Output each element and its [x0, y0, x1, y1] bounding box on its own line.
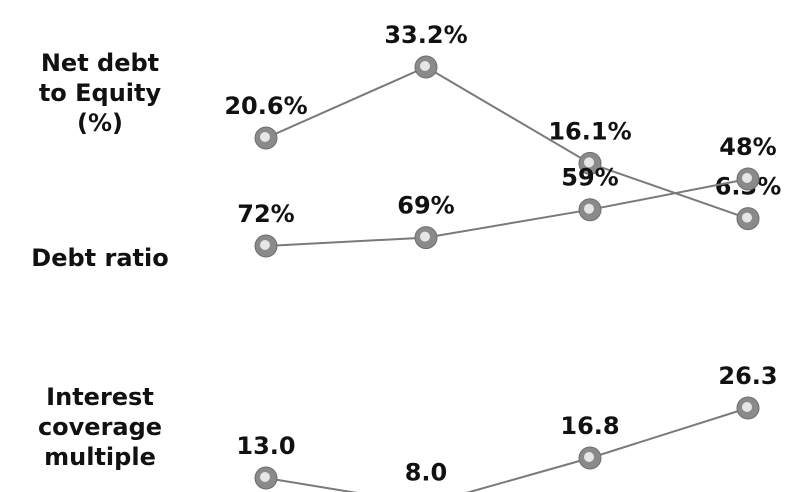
- data-label-net-debt-to-equity-1: 33.2%: [384, 21, 467, 49]
- data-point-highlight-debt-ratio-1: [420, 231, 430, 242]
- data-label-interest-coverage-2: 16.8: [560, 412, 619, 440]
- data-point-highlight-interest-coverage-3: [742, 402, 752, 412]
- series-line-net-debt-to-equity: [265, 65, 749, 220]
- data-point-highlight-interest-coverage-0: [260, 472, 270, 482]
- data-label-interest-coverage-1: 8.0: [405, 458, 448, 486]
- data-label-debt-ratio-2: 59%: [561, 164, 618, 192]
- data-point-highlight-net-debt-to-equity-3: [742, 212, 752, 223]
- data-label-interest-coverage-3: 26.3: [718, 362, 777, 390]
- row-label-interest-coverage: Interest coverage multiple: [37, 383, 163, 471]
- row-label-net-debt-to-equity: Net debt to Equity (%): [38, 49, 162, 137]
- series-interest-coverage: 13.0 8.0 16.8 26.3: [236, 362, 778, 492]
- data-point-highlight-net-debt-to-equity-0: [260, 132, 270, 142]
- data-point-highlight-net-debt-to-equity-2: [584, 157, 594, 168]
- data-point-highlight-interest-coverage-2: [584, 452, 594, 462]
- data-point-highlight-net-debt-to-equity-1: [420, 61, 430, 71]
- series-line-debt-ratio: [265, 178, 749, 247]
- data-label-debt-ratio-1: 69%: [397, 192, 454, 220]
- data-point-highlight-debt-ratio-0: [260, 240, 270, 250]
- data-label-interest-coverage-0: 13.0: [236, 432, 295, 460]
- data-point-highlight-debt-ratio-3: [742, 173, 752, 183]
- data-point-highlight-debt-ratio-2: [584, 203, 594, 214]
- data-label-debt-ratio-0: 72%: [237, 200, 294, 228]
- row-label-debt-ratio: Debt ratio: [31, 244, 169, 272]
- series-net-debt-to-equity: 20.6%33.2%16.1%6.3%: [224, 21, 781, 231]
- series-debt-ratio: 72% 69% 59% 48%: [237, 133, 777, 258]
- data-label-net-debt-to-equity-2: 16.1%: [548, 117, 631, 145]
- data-label-net-debt-to-equity-0: 20.6%: [224, 92, 307, 120]
- data-label-debt-ratio-3: 48%: [719, 133, 776, 161]
- series-line-interest-coverage: [265, 407, 749, 492]
